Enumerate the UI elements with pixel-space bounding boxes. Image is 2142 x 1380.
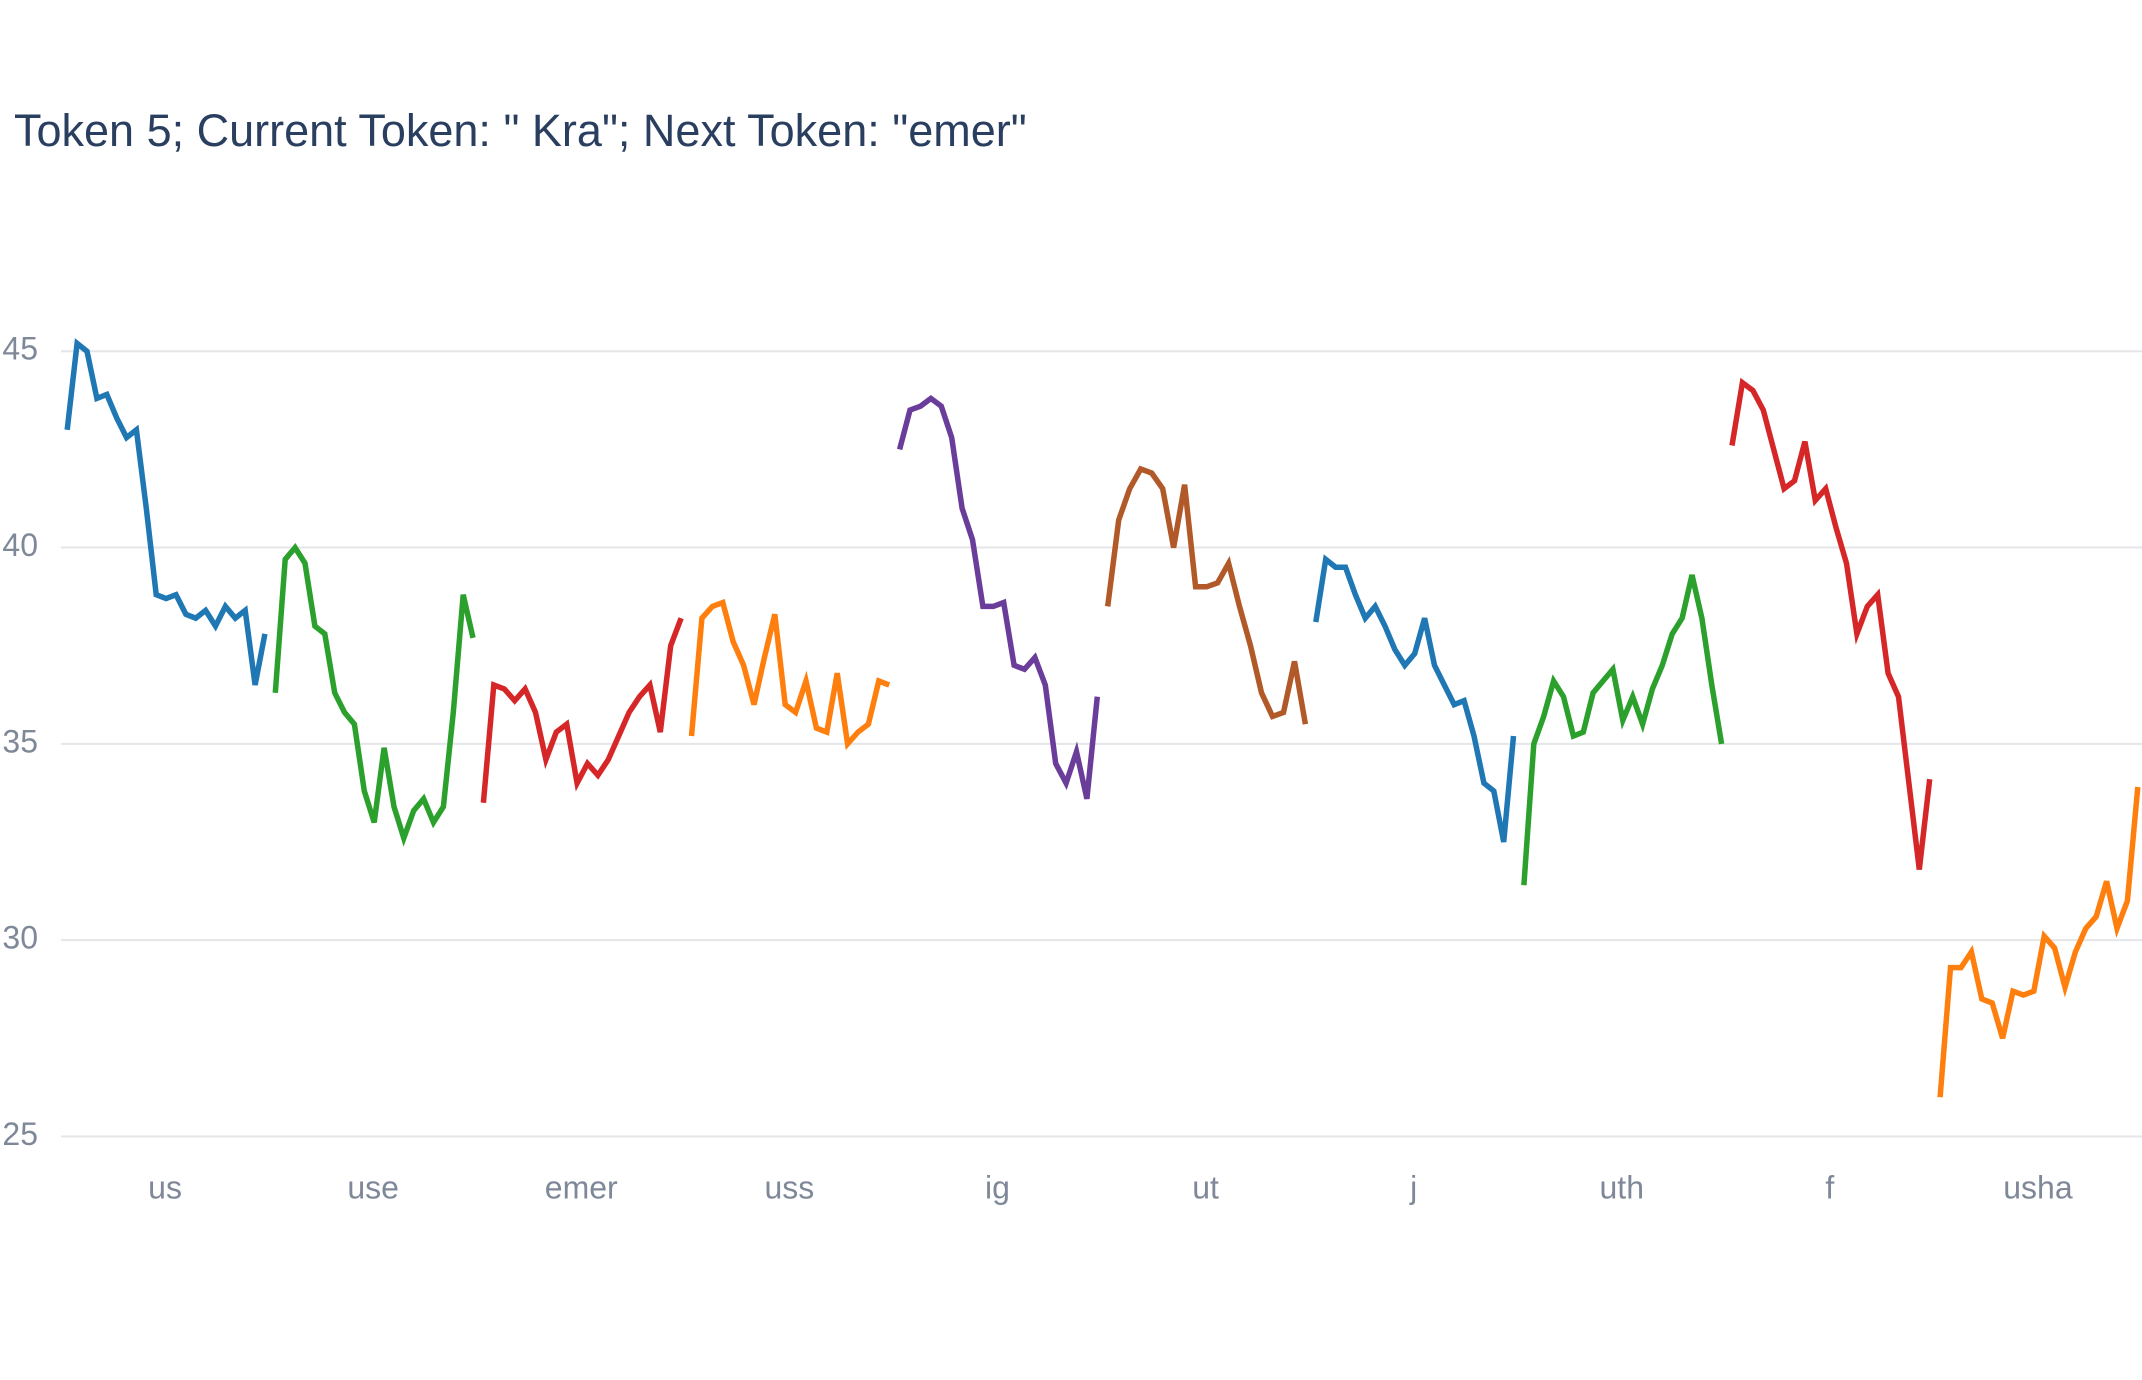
x-tick-label: ig bbox=[985, 1169, 1010, 1205]
y-tick-label: 45 bbox=[2, 331, 38, 367]
line-series bbox=[1104, 465, 1309, 725]
line-series bbox=[1729, 377, 1933, 870]
line-series bbox=[1521, 574, 1725, 886]
x-tick-label: uth bbox=[1600, 1169, 1644, 1205]
x-tick-label: use bbox=[347, 1169, 399, 1205]
line-series bbox=[688, 598, 891, 751]
line-series bbox=[1313, 554, 1517, 843]
x-tick-label: j bbox=[1409, 1169, 1417, 1205]
line-series bbox=[896, 394, 1101, 800]
chart-title: Token 5; Current Token: " Kra"; Next Tok… bbox=[14, 105, 1027, 156]
x-tick-label: ut bbox=[1192, 1169, 1219, 1205]
line-series bbox=[272, 542, 476, 847]
x-tick-label: usha bbox=[2003, 1169, 2073, 1205]
line-series bbox=[64, 338, 268, 686]
y-tick-label: 35 bbox=[2, 723, 38, 759]
x-tick-label: us bbox=[148, 1169, 182, 1205]
x-tick-label: emer bbox=[545, 1169, 618, 1205]
x-tick-label: uss bbox=[764, 1169, 814, 1205]
line-series bbox=[480, 617, 684, 803]
y-tick-label: 30 bbox=[2, 920, 38, 956]
y-tick-label: 25 bbox=[2, 1116, 38, 1152]
y-tick-label: 40 bbox=[2, 527, 38, 563]
x-tick-label: f bbox=[1825, 1169, 1834, 1205]
line-series bbox=[1937, 786, 2141, 1098]
